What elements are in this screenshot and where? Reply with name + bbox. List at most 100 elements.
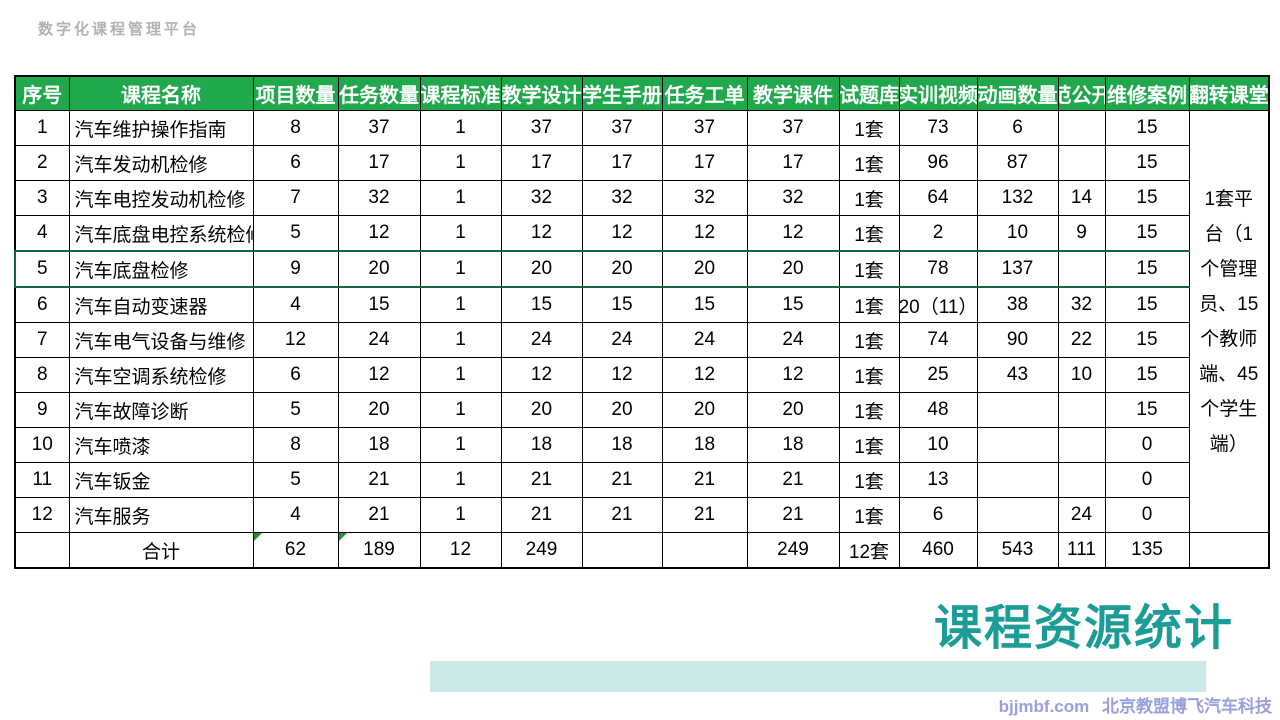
value-cell: 1 [419, 180, 502, 216]
value-cell: 38 [976, 286, 1059, 323]
table-row: 5 汽车底盘检修 9 20 1 20 20 20 20 1套 78 137 15 [14, 250, 1269, 288]
column-header: 教学设计 [500, 75, 583, 111]
value-cell: 5 [252, 462, 339, 498]
value-cell [1057, 462, 1106, 498]
value-cell: 20 [746, 250, 840, 288]
value-cell: 21 [337, 497, 421, 533]
value-cell: 15 [746, 286, 840, 323]
value-cell: 21 [500, 462, 583, 498]
table-row: 2 汽车发动机检修 6 17 1 17 17 17 17 1套 96 87 15 [14, 145, 1269, 181]
value-cell: 12 [661, 357, 748, 393]
value-cell: 18 [746, 427, 840, 463]
row-index-cell: 1 [14, 110, 70, 146]
footer-site: bjjmbf.com [998, 697, 1090, 716]
value-cell: 12 [581, 357, 663, 393]
value-cell: 15 [1104, 357, 1190, 393]
value-cell: 21 [581, 462, 663, 498]
table-row: 3 汽车电控发动机检修 7 32 1 32 32 32 32 1套 64 132 14 15 [14, 180, 1269, 216]
row-index-cell: 7 [14, 322, 70, 358]
row-index-cell: 6 [14, 286, 70, 323]
table-row: 9 汽车故障诊断 5 20 1 20 20 20 20 1套 48 15 [14, 392, 1269, 428]
value-cell [1057, 427, 1106, 463]
table-row: 8 汽车空调系统检修 6 12 1 12 12 12 12 1套 25 43 10 15 [14, 357, 1269, 393]
value-cell: 18 [337, 427, 421, 463]
column-header: 序号 [14, 75, 70, 111]
total-value-cell: 249 [500, 532, 583, 569]
row-index-cell: 2 [14, 145, 70, 181]
value-cell: 1 [419, 427, 502, 463]
value-cell: 21 [581, 497, 663, 533]
value-cell: 0 [1104, 462, 1190, 498]
decorative-bar [430, 661, 1206, 692]
column-header: 课程名称 [68, 75, 254, 111]
course-name-cell: 汽车服务 [68, 497, 254, 533]
value-cell: 1套 [838, 110, 900, 146]
value-cell: 12 [500, 215, 583, 252]
value-cell: 1 [419, 322, 502, 358]
value-cell: 21 [661, 462, 748, 498]
total-value-cell [1188, 532, 1270, 569]
total-value-cell: 12 [419, 532, 502, 569]
value-cell: 17 [337, 145, 421, 181]
value-cell: 15 [1104, 215, 1190, 252]
value-cell: 8 [252, 427, 339, 463]
value-cell: 20 [581, 250, 663, 288]
value-cell: 15 [1104, 145, 1190, 181]
course-name-cell: 汽车底盘检修 [68, 250, 254, 288]
column-header: 维修案例 [1104, 75, 1190, 111]
value-cell: 15 [337, 286, 421, 323]
value-cell [1057, 145, 1106, 181]
value-cell: 4 [252, 497, 339, 533]
table-row: 11 汽车钣金 5 21 1 21 21 21 21 1套 13 0 [14, 462, 1269, 498]
value-cell: 12 [337, 357, 421, 393]
total-value-cell: 543 [976, 532, 1059, 569]
value-cell: 1套 [838, 145, 900, 181]
value-cell: 137 [976, 250, 1059, 288]
course-name-cell: 汽车电控发动机检修 [68, 180, 254, 216]
value-cell: 15 [581, 286, 663, 323]
total-value-cell: 189 [337, 532, 421, 569]
value-cell: 12 [746, 215, 840, 252]
value-cell: 9 [1057, 215, 1106, 252]
value-cell: 1套 [838, 392, 900, 428]
value-cell: 20 [581, 392, 663, 428]
value-cell: 15 [1104, 392, 1190, 428]
value-cell: 21 [500, 497, 583, 533]
value-cell: 32 [581, 180, 663, 216]
total-value-cell [581, 532, 663, 569]
value-cell: 25 [898, 357, 978, 393]
value-cell: 7 [252, 180, 339, 216]
value-cell: 20 [500, 392, 583, 428]
column-header: 实训视频 [898, 75, 978, 111]
value-cell: 32 [661, 180, 748, 216]
value-cell: 1 [419, 215, 502, 252]
value-cell: 12 [581, 215, 663, 252]
value-cell: 1套 [838, 357, 900, 393]
total-row: 合计 62 189 12 249 249 12套 460 543 111 135 [14, 532, 1270, 569]
row-index-cell: 8 [14, 357, 70, 393]
value-cell: 87 [976, 145, 1059, 181]
row-index-cell: 9 [14, 392, 70, 428]
value-cell: 20 [661, 250, 748, 288]
footer-credit: bjjmbf.com 北京教盟博飞汽车科技 [999, 692, 1272, 717]
value-cell: 21 [661, 497, 748, 533]
value-cell: 10 [1057, 357, 1106, 393]
column-header: 翻转课堂 [1188, 75, 1270, 111]
value-cell: 12 [661, 215, 748, 252]
value-cell: 1 [419, 145, 502, 181]
total-value-cell: 12套 [838, 532, 900, 569]
value-cell: 37 [661, 110, 748, 146]
value-cell: 32 [500, 180, 583, 216]
column-header: 动画数量 [976, 75, 1059, 111]
value-cell: 12 [252, 322, 339, 358]
value-cell: 37 [746, 110, 840, 146]
column-header: 课程标准 [419, 75, 502, 111]
value-cell: 12 [746, 357, 840, 393]
value-cell: 1套 [838, 286, 900, 323]
footer-company: 北京教盟博飞汽车科技 [1102, 697, 1272, 716]
course-name-cell: 汽车故障诊断 [68, 392, 254, 428]
value-cell: 17 [746, 145, 840, 181]
value-cell: 20 [661, 392, 748, 428]
value-cell: 24 [1057, 497, 1106, 533]
total-value-cell: 460 [898, 532, 978, 569]
